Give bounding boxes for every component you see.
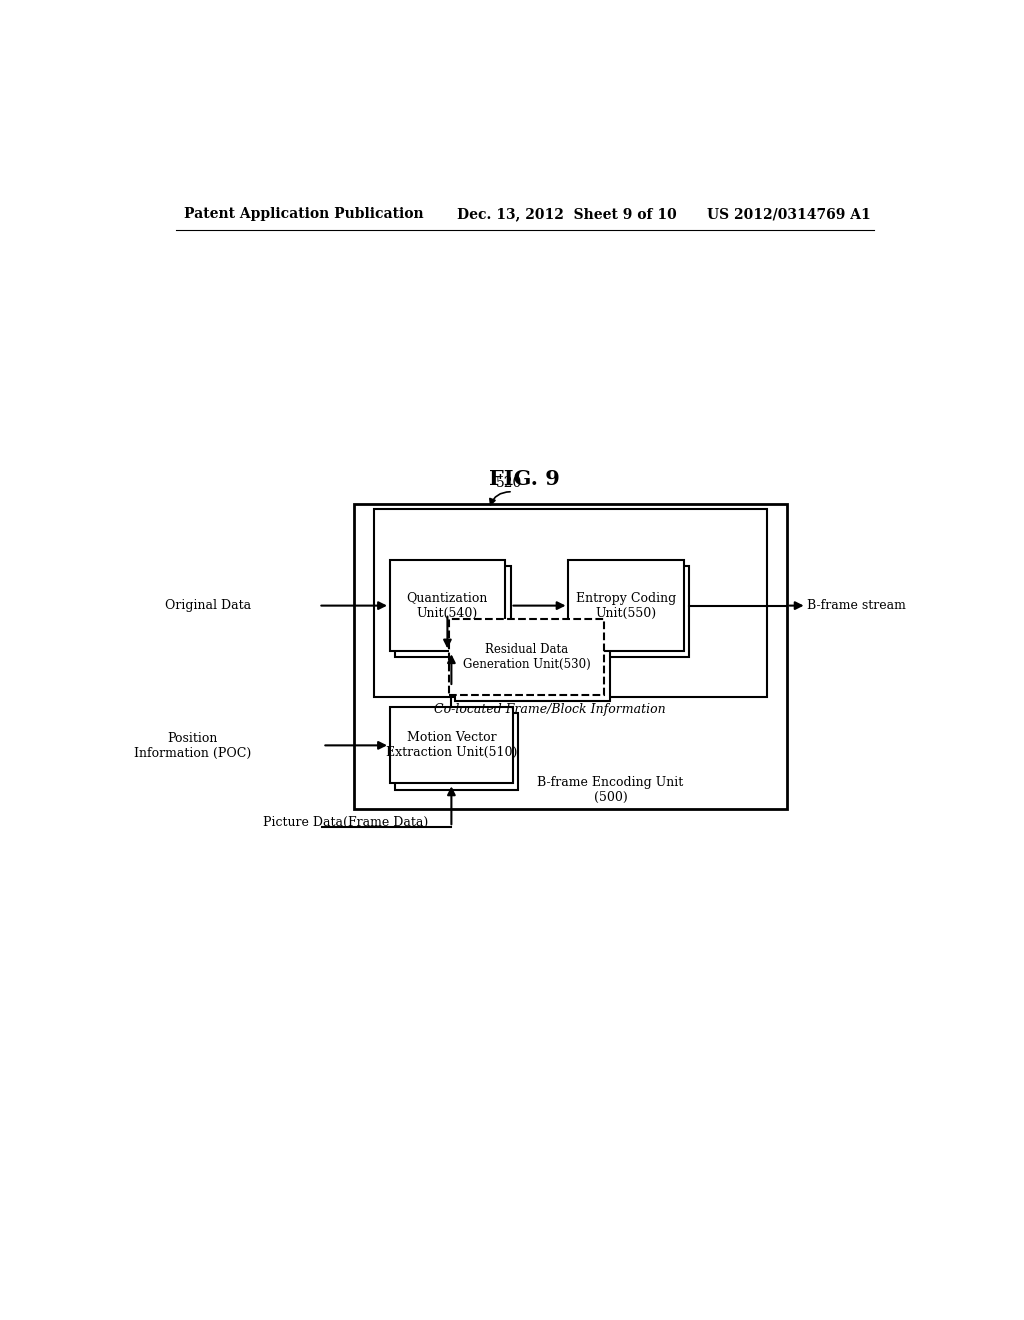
Text: Co-located Frame/Block Information: Co-located Frame/Block Information <box>433 702 666 715</box>
Bar <box>395 713 518 789</box>
Text: Position
Information (POC): Position Information (POC) <box>134 731 251 760</box>
Bar <box>395 566 511 657</box>
Text: Dec. 13, 2012  Sheet 9 of 10: Dec. 13, 2012 Sheet 9 of 10 <box>458 207 677 222</box>
Text: Patent Application Publication: Patent Application Publication <box>183 207 423 222</box>
Bar <box>574 566 689 657</box>
Text: B-frame stream: B-frame stream <box>807 599 905 612</box>
Text: Original Data: Original Data <box>165 599 251 612</box>
Text: Residual Data
Generation Unit(530): Residual Data Generation Unit(530) <box>463 643 591 671</box>
Bar <box>390 708 513 784</box>
Bar <box>390 560 505 651</box>
Bar <box>450 619 604 696</box>
Text: Picture Data(Frame Data): Picture Data(Frame Data) <box>263 816 428 829</box>
Bar <box>354 504 786 809</box>
Text: 520: 520 <box>496 475 522 490</box>
Text: Motion Vector
Extraction Unit(510): Motion Vector Extraction Unit(510) <box>386 731 517 759</box>
Bar <box>455 624 609 701</box>
Text: Entropy Coding
Unit(550): Entropy Coding Unit(550) <box>575 591 676 619</box>
Text: Quantization
Unit(540): Quantization Unit(540) <box>407 591 488 619</box>
Bar <box>568 560 684 651</box>
Text: B-frame Encoding Unit
(500): B-frame Encoding Unit (500) <box>538 776 684 804</box>
Text: US 2012/0314769 A1: US 2012/0314769 A1 <box>708 207 871 222</box>
Bar <box>374 510 767 697</box>
Text: FIG. 9: FIG. 9 <box>489 469 560 488</box>
